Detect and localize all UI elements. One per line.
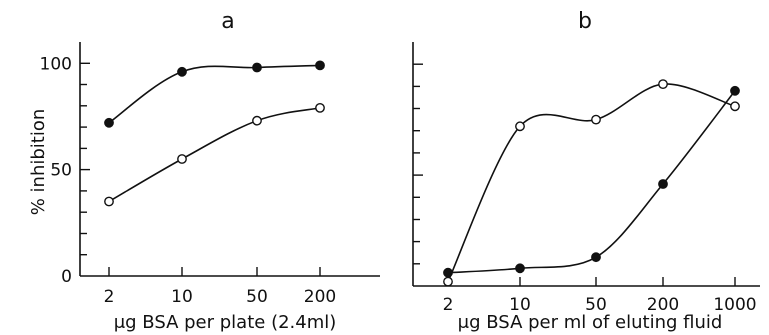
panel-a-data-point-open [252, 115, 262, 126]
panel-b-x-tick-label: 200 [647, 295, 679, 315]
panel-b-data-point-filled [658, 179, 668, 189]
panel-a-x-tick-label: 200 [304, 287, 336, 307]
panel-b-x-tick-label: 1000 [713, 295, 756, 315]
panel-a-x-tick-label: 50 [246, 287, 268, 307]
panel-a-plot-area: 0 50 100 2 10 50 200 [40, 54, 337, 307]
panel-a-data-point-filled [104, 117, 114, 128]
panel-a-title: a [221, 9, 234, 34]
panel-b-data-point-open [658, 79, 668, 90]
panel-a-y-tick-label: 0 [61, 267, 72, 287]
panel-b-data-point-open [591, 114, 601, 125]
panel-b-x-axis-label: μg BSA per ml of eluting fluid [458, 312, 723, 333]
panel-a-x-axis-label: μg BSA per plate (2.4ml) [114, 312, 337, 333]
panel-a-x-tick-label: 10 [171, 287, 193, 307]
panel-a-data-point-open [177, 154, 187, 164]
panel-a-series-open-line [108, 107, 321, 203]
panel-a-x-tick-label: 2 [104, 287, 115, 307]
panel-a-data-point-filled [315, 60, 325, 71]
panel-b-data-point-filled [730, 85, 740, 96]
panel-a-data-point-filled [252, 62, 262, 73]
panel-b-x-tick-label: 10 [509, 295, 531, 315]
panel-a-y-tick-label: 100 [40, 54, 72, 74]
panel-b-data-point-open [443, 276, 453, 287]
panel-b-data-point-open [515, 121, 525, 132]
panel-b-series-filled-line [447, 90, 736, 274]
panel-a-data-point-filled [177, 66, 187, 77]
panel-b-series-open-line [447, 83, 736, 282]
panel-b-x-tick-label: 2 [443, 295, 454, 315]
panel-b-plot-area: 2 10 50 200 1000 [413, 63, 757, 315]
panel-a: a % inhibition μg BSA per plate (2.4ml) … [28, 9, 380, 333]
panel-a-y-axis-label: % inhibition [28, 109, 49, 216]
panel-a-data-point-open [315, 103, 325, 113]
panel-a-data-point-open [104, 196, 114, 207]
panel-b-x-tick-label: 50 [585, 295, 607, 315]
panel-b-data-point-filled [515, 263, 525, 274]
panel-a-y-tick-label: 50 [50, 161, 72, 181]
panel-b-title: b [578, 9, 592, 34]
panel-b-data-point-filled [591, 252, 601, 263]
panel-a-series-filled-line [108, 64, 321, 124]
panel-b-data-point-open [730, 101, 740, 112]
panel-b: b μg BSA per ml of eluting fluid 2 10 50 20… [412, 9, 760, 333]
